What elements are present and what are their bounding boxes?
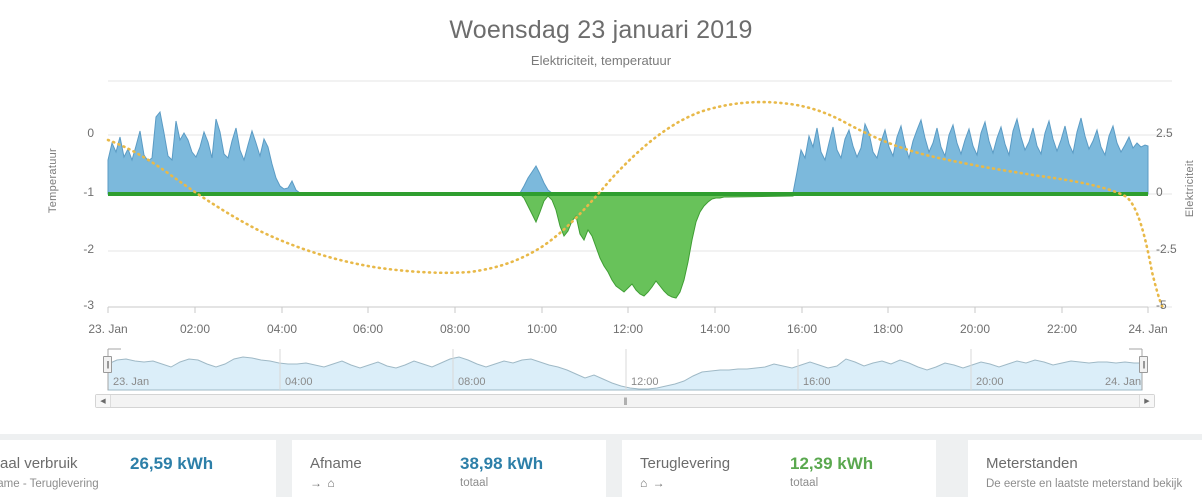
- chart-plot-area[interactable]: Temperatuur 0 -1 -2 -3 Elektriciteit 2.5…: [0, 0, 1202, 345]
- house-to-arrow-icon: ⌂ →: [640, 476, 666, 490]
- x-tick-5: 10:00: [526, 322, 558, 336]
- nav-x-tick-4: 16:00: [803, 376, 831, 388]
- x-tick-3: 06:00: [352, 322, 384, 336]
- navigator-handle-grip: ||: [106, 359, 109, 369]
- navigator-handle-left[interactable]: ||: [103, 356, 112, 373]
- card-meterstanden[interactable]: Meterstanden De eerste en laatste meters…: [968, 440, 1202, 497]
- navigator-svg: [107, 348, 1143, 391]
- axis-lines: [107, 306, 1149, 313]
- x-tick-10: 20:00: [959, 322, 991, 336]
- chevron-right-icon: ▶: [1144, 398, 1150, 405]
- scroll-left-button[interactable]: ◀: [96, 395, 111, 407]
- scroll-right-button[interactable]: ▶: [1139, 395, 1154, 407]
- x-tick-7: 14:00: [699, 322, 731, 336]
- x-tick-9: 18:00: [872, 322, 904, 336]
- x-tick-1: 02:00: [179, 322, 211, 336]
- left-tick-3: -3: [83, 298, 94, 312]
- right-tick-2: -2.5: [1156, 242, 1177, 256]
- card-value: 26,59 kWh: [130, 454, 214, 473]
- chart-subtitle: Elektriciteit, temperatuur: [530, 53, 672, 68]
- nav-x-tick-3: 12:00: [631, 376, 659, 388]
- series-teruglevering-area: [518, 193, 794, 299]
- card-value: 12,39 kWh: [790, 454, 874, 473]
- navigator-handle-grip: ||: [1142, 359, 1145, 369]
- x-tick-0: 23. Jan: [88, 322, 128, 336]
- chart-panel: Woensdag 23 januari 2019 Elektriciteit, …: [0, 0, 1202, 408]
- card-label: Totaal verbruik: [0, 455, 78, 472]
- summary-cards: Totaal verbruik Afname - Teruglevering 2…: [0, 434, 1202, 497]
- card-label: Afname: [310, 455, 362, 472]
- nav-x-tick-1: 04:00: [285, 376, 313, 388]
- page-title: Woensdag 23 januari 2019: [449, 16, 753, 44]
- chart-svg: [106, 80, 1172, 313]
- chart-navigator[interactable]: || || 23. Jan 04:00 08:00 12:00 16:00 20…: [95, 348, 1155, 392]
- nav-x-tick-5: 20:00: [976, 376, 1004, 388]
- chevron-left-icon: ◀: [100, 398, 106, 405]
- nav-x-tick-6: 24. Jan: [1105, 376, 1142, 388]
- x-tick-4: 08:00: [439, 322, 471, 336]
- card-teruglevering[interactable]: Teruglevering ⌂ → 12,39 kWh totaal: [622, 440, 936, 497]
- card-value-sublabel: totaal: [790, 477, 819, 489]
- nav-x-tick-0: 23. Jan: [113, 376, 150, 388]
- card-totaal-verbruik[interactable]: Totaal verbruik Afname - Teruglevering 2…: [0, 440, 276, 497]
- x-tick-6: 12:00: [612, 322, 644, 336]
- right-axis-title: Elektriciteit: [1184, 160, 1196, 218]
- series-afname-area: [107, 110, 1149, 195]
- card-label: Teruglevering: [640, 455, 731, 472]
- right-tick-3: -5: [1156, 298, 1167, 312]
- x-tick-12: 24. Jan: [1128, 322, 1168, 336]
- x-tick-8: 16:00: [786, 322, 818, 336]
- right-tick-1: 0: [1156, 185, 1163, 199]
- x-tick-11: 22:00: [1046, 322, 1078, 336]
- series-temperatuur-line: [106, 100, 1165, 310]
- card-label: Meterstanden: [986, 455, 1078, 472]
- right-tick-0: 2.5: [1156, 126, 1173, 140]
- navigator-gridlines: [279, 349, 972, 390]
- scrollbar-grip: |||: [623, 396, 627, 406]
- left-axis-title: Temperatuur: [47, 148, 59, 214]
- card-afname[interactable]: Afname → ⌂ 38,98 kWh totaal: [292, 440, 606, 497]
- card-value: 38,98 kWh: [460, 454, 544, 473]
- card-value-sublabel: totaal: [460, 477, 489, 489]
- left-tick-1: -1: [83, 185, 94, 199]
- left-tick-0: 0: [87, 126, 94, 140]
- scrollbar-track[interactable]: |||: [111, 395, 1139, 407]
- card-sublabel: Afname - Teruglevering: [0, 478, 99, 490]
- chart-scrollbar[interactable]: ◀ ||| ▶: [95, 394, 1155, 408]
- nav-x-tick-2: 08:00: [458, 376, 486, 388]
- card-sublabel: De eerste en laatste meterstand bekijk: [986, 478, 1183, 490]
- navigator-area: [107, 356, 1143, 391]
- x-tick-2: 04:00: [266, 322, 298, 336]
- navigator-handle-right[interactable]: ||: [1139, 356, 1148, 373]
- arrow-to-house-icon: → ⌂: [310, 476, 336, 490]
- left-tick-2: -2: [83, 242, 94, 256]
